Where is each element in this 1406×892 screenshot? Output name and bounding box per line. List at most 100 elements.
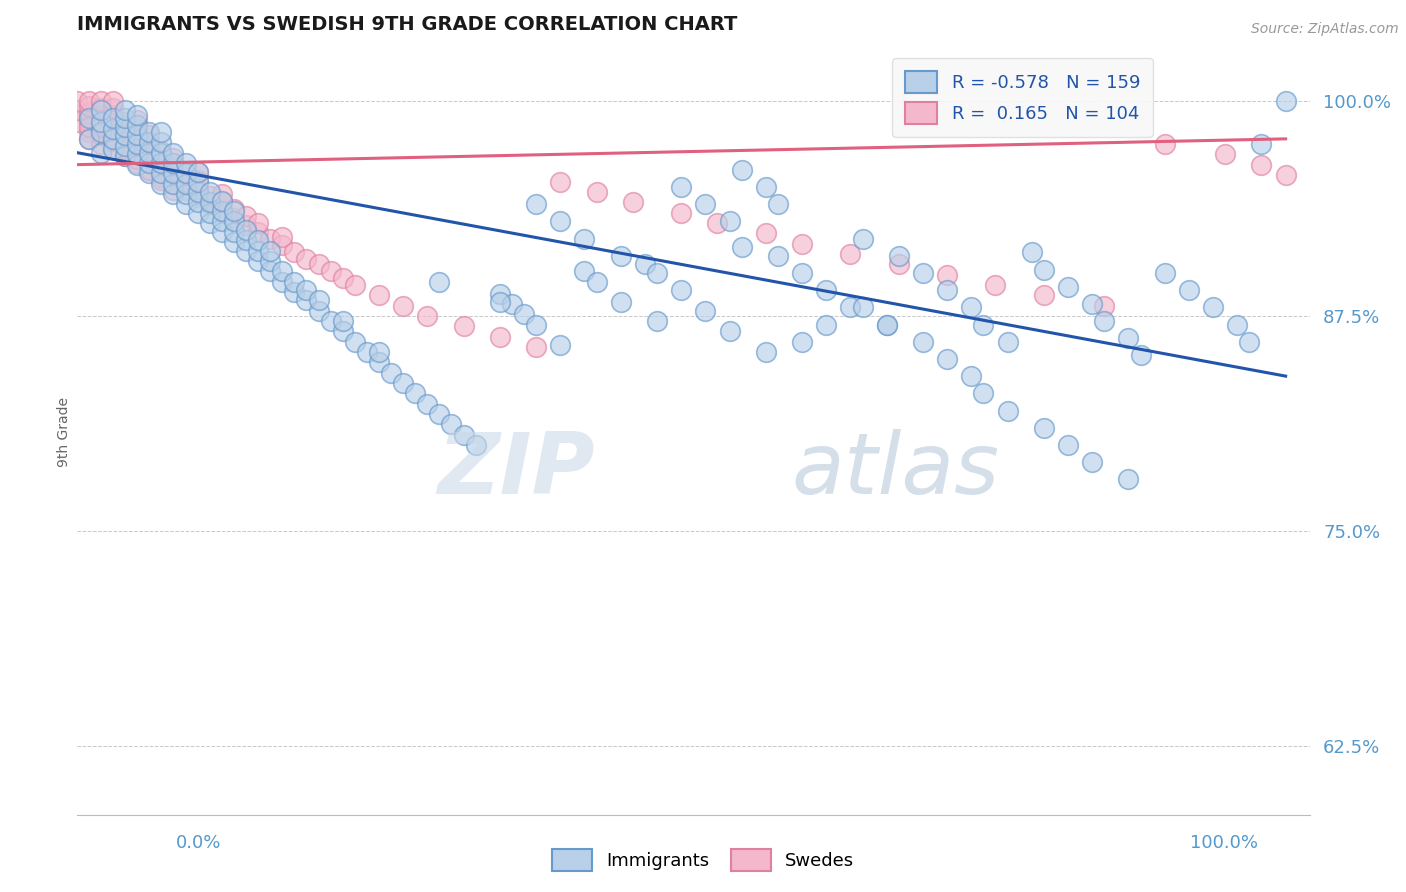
Point xyxy=(343,278,366,293)
Point xyxy=(706,216,728,230)
Point xyxy=(972,386,994,401)
Point xyxy=(90,145,112,160)
Point xyxy=(90,136,112,151)
Point xyxy=(174,175,197,189)
Point xyxy=(669,283,692,297)
Point xyxy=(524,340,547,354)
Point xyxy=(222,235,245,249)
Point xyxy=(162,177,184,191)
Point xyxy=(114,149,136,163)
Point xyxy=(489,295,512,310)
Point xyxy=(1081,297,1104,311)
Point xyxy=(851,231,873,245)
Point xyxy=(187,190,209,204)
Point xyxy=(392,299,415,313)
Point xyxy=(198,206,221,220)
Point xyxy=(876,318,898,332)
Point xyxy=(187,182,209,196)
Point xyxy=(77,132,100,146)
Point xyxy=(1057,279,1080,293)
Point xyxy=(524,197,547,211)
Point xyxy=(997,403,1019,417)
Point xyxy=(730,162,752,177)
Point xyxy=(815,318,838,332)
Point xyxy=(211,195,233,210)
Point xyxy=(66,114,89,128)
Text: atlas: atlas xyxy=(792,429,1000,512)
Point xyxy=(235,244,257,258)
Point xyxy=(138,145,160,160)
Point xyxy=(416,309,439,323)
Point xyxy=(211,214,233,228)
Point xyxy=(392,376,415,390)
Point xyxy=(453,319,475,334)
Point xyxy=(150,125,173,139)
Point xyxy=(77,99,100,113)
Point xyxy=(150,166,173,180)
Point xyxy=(1118,472,1140,486)
Point xyxy=(766,249,789,263)
Point xyxy=(174,177,197,191)
Point xyxy=(127,153,149,167)
Point xyxy=(815,283,838,297)
Point xyxy=(114,132,136,146)
Point xyxy=(319,264,342,278)
Point xyxy=(936,268,959,282)
Text: 0.0%: 0.0% xyxy=(176,834,221,852)
Point xyxy=(936,351,959,366)
Point xyxy=(1178,283,1201,297)
Point xyxy=(235,223,257,237)
Point xyxy=(66,103,89,117)
Point xyxy=(114,123,136,137)
Point xyxy=(174,197,197,211)
Point xyxy=(127,130,149,145)
Point xyxy=(440,417,463,432)
Point xyxy=(308,257,330,271)
Point xyxy=(162,166,184,180)
Point xyxy=(101,125,124,139)
Point xyxy=(150,177,173,191)
Point xyxy=(972,318,994,332)
Point xyxy=(211,194,233,208)
Point xyxy=(222,214,245,228)
Point xyxy=(1118,331,1140,345)
Point xyxy=(90,94,112,108)
Point xyxy=(90,114,112,128)
Point xyxy=(211,204,233,219)
Point xyxy=(174,186,197,201)
Point xyxy=(77,114,100,128)
Point xyxy=(101,132,124,146)
Point xyxy=(162,168,184,182)
Point xyxy=(790,334,813,349)
Point xyxy=(114,114,136,128)
Point xyxy=(138,156,160,170)
Text: Source: ZipAtlas.com: Source: ZipAtlas.com xyxy=(1251,22,1399,37)
Point xyxy=(222,225,245,239)
Point xyxy=(1032,288,1054,302)
Point xyxy=(343,334,366,349)
Point xyxy=(174,166,197,180)
Point xyxy=(404,386,426,401)
Point xyxy=(295,252,318,267)
Point xyxy=(150,169,173,184)
Point xyxy=(755,345,778,359)
Point xyxy=(1213,147,1236,161)
Point xyxy=(127,118,149,132)
Point xyxy=(429,275,451,289)
Point xyxy=(101,142,124,156)
Point xyxy=(513,307,536,321)
Point xyxy=(162,183,184,197)
Point xyxy=(211,204,233,219)
Point xyxy=(574,231,596,245)
Point xyxy=(198,197,221,211)
Point xyxy=(489,329,512,343)
Point xyxy=(1032,262,1054,277)
Point xyxy=(271,275,294,289)
Point xyxy=(162,177,184,191)
Point xyxy=(77,112,100,126)
Point xyxy=(127,156,149,170)
Point xyxy=(174,156,197,170)
Point xyxy=(198,195,221,210)
Point xyxy=(283,275,305,289)
Point xyxy=(222,204,245,219)
